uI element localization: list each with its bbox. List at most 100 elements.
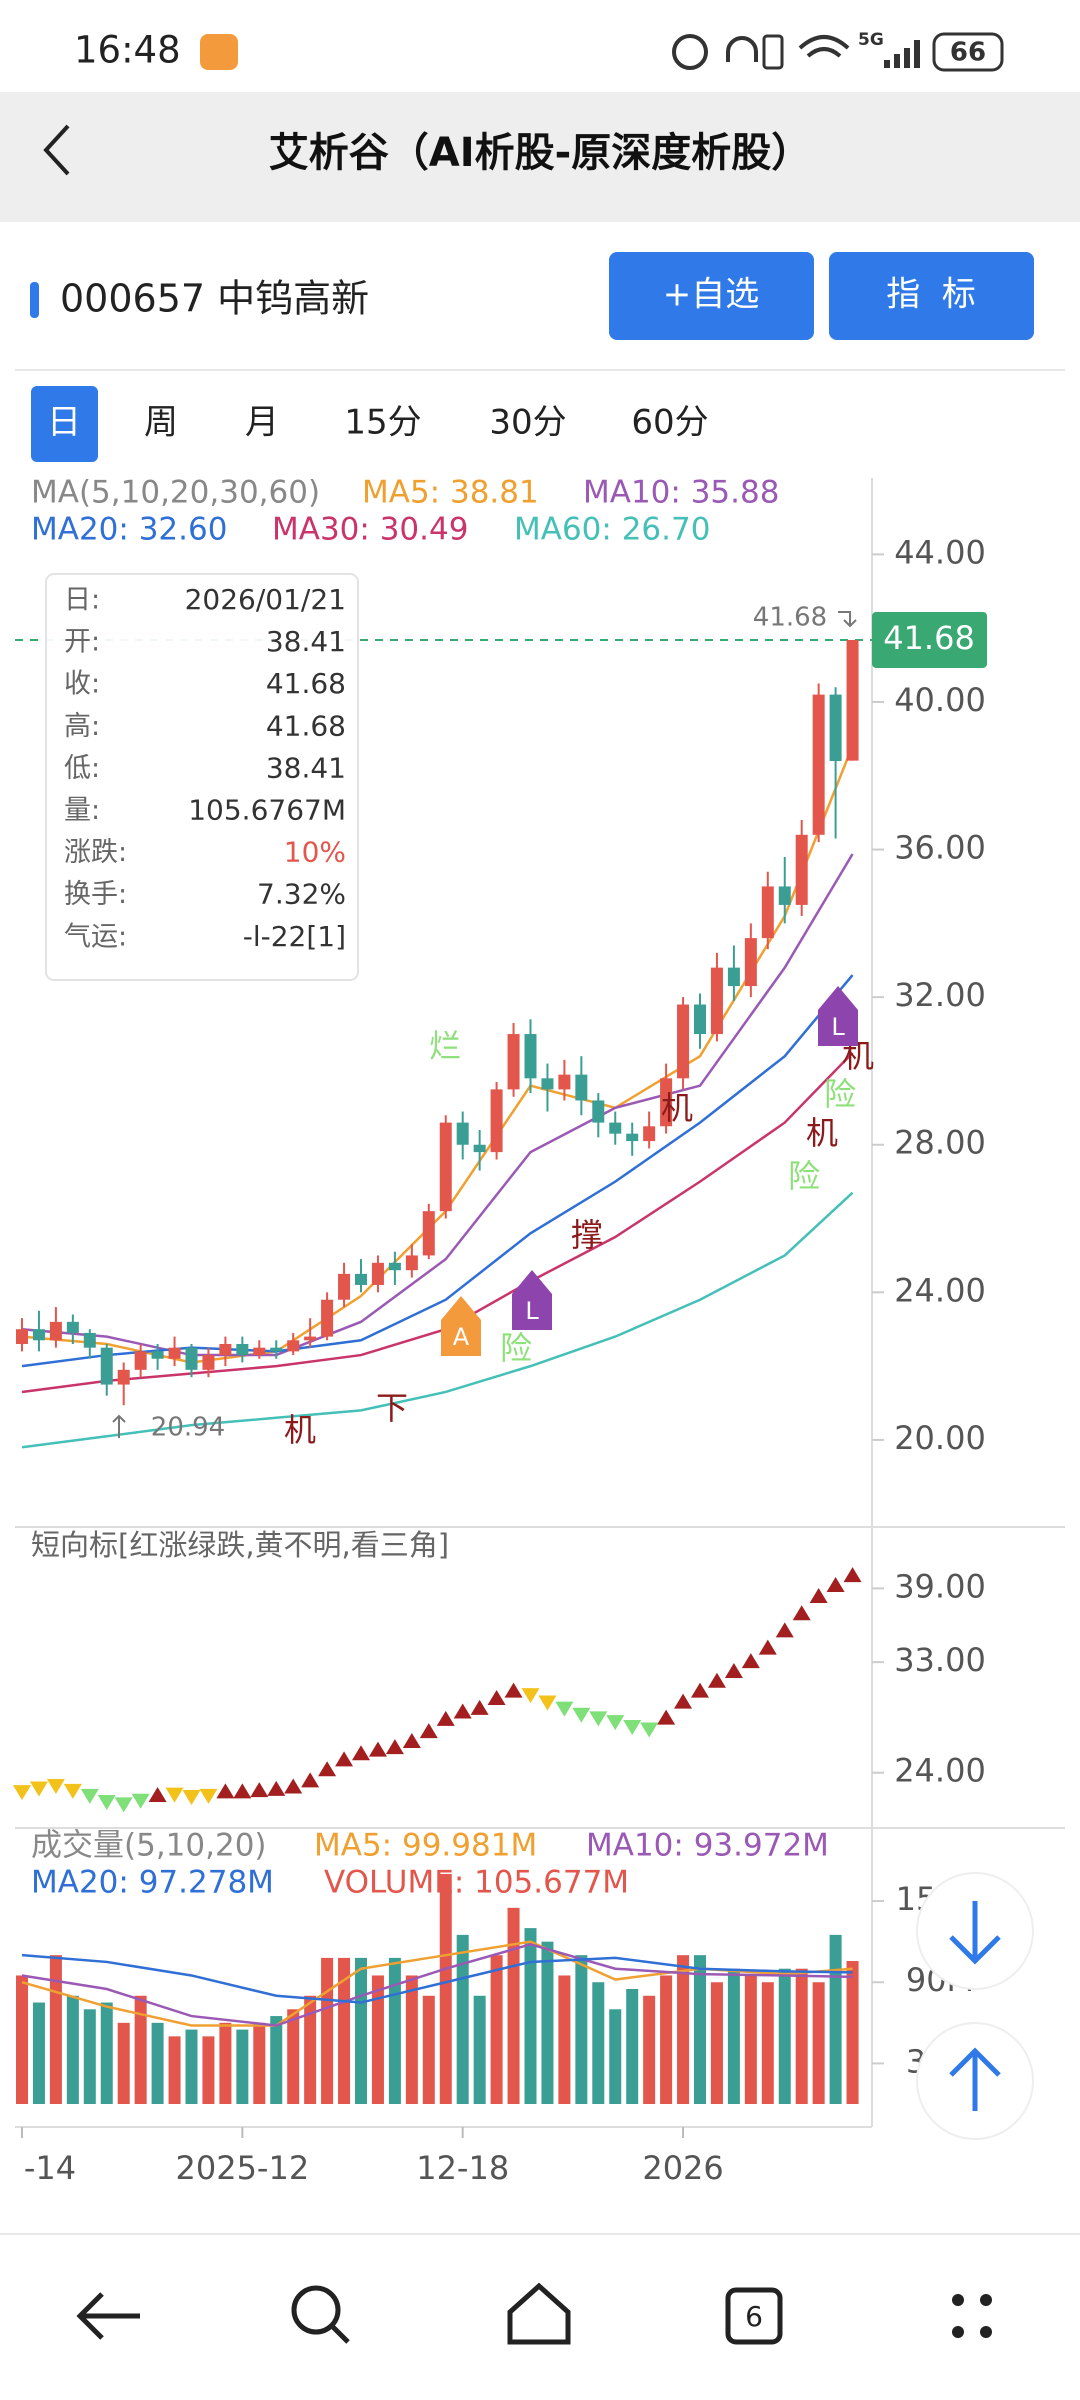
oscillator-marker [623, 1720, 642, 1736]
add-watchlist-button[interactable] [609, 252, 814, 340]
oscillator-marker [199, 1788, 218, 1804]
oscillator-marker [80, 1788, 99, 1804]
oscillator-marker [385, 1739, 404, 1755]
indicator-label[interactable]: 指 标 [886, 275, 976, 315]
oscillator-marker [555, 1701, 574, 1717]
volume-bar [744, 1975, 757, 2104]
y-tick-label: 24.00 [894, 1752, 986, 1790]
tab[interactable]: 日 [47, 403, 81, 443]
ma-legend: MA60: 26.70 [514, 512, 710, 548]
candle-body [83, 1332, 96, 1348]
oscillator-marker [538, 1695, 557, 1711]
candle-body [541, 1078, 554, 1090]
candle-body [524, 1034, 537, 1079]
candle-body [405, 1255, 418, 1271]
volume-legend: MA20: 97.278M [31, 1865, 274, 1901]
tab[interactable]: 30分 [489, 403, 566, 443]
signal-badge [441, 1296, 481, 1356]
y-tick-label: 32.00 [894, 976, 986, 1014]
tab[interactable]: 60分 [631, 403, 708, 443]
tab-active-bg[interactable] [31, 386, 98, 462]
volume-bar [575, 1955, 588, 2104]
candle-body [49, 1321, 62, 1341]
oscillator-marker [216, 1783, 235, 1799]
annotation: 机 [661, 1089, 693, 1127]
volume-bar [185, 2029, 198, 2104]
nav-search[interactable] [291, 2285, 350, 2344]
oscillator-marker [657, 1709, 676, 1725]
status-bar [0, 0, 1080, 92]
oscillator-marker [63, 1783, 82, 1799]
nav-menu[interactable] [952, 2294, 992, 2338]
candle-body [236, 1343, 249, 1356]
high-arrow [838, 611, 857, 628]
oscillator-marker [46, 1779, 65, 1794]
panel-title: 短向标[红涨绿跌,黄不明,看三角] [31, 1528, 449, 1562]
info-label: 收: [64, 669, 100, 700]
volume-bar [236, 2029, 249, 2104]
candle-body [321, 1299, 334, 1337]
ma-legend: MA(5,10,20,30,60) [31, 475, 320, 511]
oscillator-marker [13, 1785, 31, 1801]
volume-bar [304, 1995, 317, 2104]
candle-body [761, 886, 774, 939]
signal-icon [884, 40, 920, 68]
ma-line [21, 1051, 854, 1394]
tab[interactable]: 周 [144, 403, 178, 443]
tab[interactable]: 月 [245, 403, 279, 443]
header [0, 92, 1080, 222]
volume-bar [660, 1975, 673, 2104]
oscillator-marker [182, 1790, 201, 1806]
candle-body [558, 1074, 571, 1090]
candle-body [422, 1211, 435, 1256]
battery-level: 66 [950, 38, 986, 68]
y-tick-label: 40.00 [894, 681, 986, 719]
oscillator-marker [640, 1722, 659, 1738]
annotation: 机 [806, 1114, 838, 1152]
nav-home[interactable] [507, 2282, 571, 2345]
candle-body [490, 1089, 503, 1153]
info-label: 低: [64, 753, 100, 784]
info-value: 38.41 [266, 751, 346, 784]
candle-body [355, 1273, 367, 1285]
volume-bar [134, 1995, 147, 2104]
nav-back[interactable] [76, 2292, 140, 2340]
nav-tab-count[interactable]: 6 [745, 2300, 763, 2333]
volume-bar [405, 1975, 418, 2104]
candle-body [727, 967, 740, 987]
back-button[interactable] [43, 124, 70, 176]
oscillator-marker [335, 1751, 354, 1767]
y-tick-label: 36.00 [894, 829, 986, 867]
page-title: 艾析谷（AI析股-原深度析股） [269, 130, 811, 176]
candle-body [151, 1351, 164, 1359]
candle-body [744, 938, 757, 987]
volume-bar [727, 1968, 740, 2104]
volume-bar [422, 1995, 435, 2104]
y-tick-label: 20.00 [894, 1419, 986, 1457]
tab[interactable]: 15分 [344, 403, 421, 443]
y-tick-label: 44.00 [894, 533, 986, 571]
nav-tabs[interactable] [725, 2287, 783, 2345]
scroll-down-icon[interactable] [949, 2047, 1001, 2111]
oscillator-marker [97, 1794, 116, 1810]
volume-bar [439, 1874, 452, 2104]
alarm-icon [672, 34, 708, 70]
clock: 16:48 [74, 29, 181, 72]
volume-legend: MA5: 99.981M [314, 1828, 537, 1864]
indicator-button[interactable] [829, 252, 1034, 340]
volume-bar [388, 1957, 401, 2104]
scroll-up-icon[interactable] [949, 1901, 1001, 1965]
oscillator-marker [487, 1690, 506, 1705]
add-watchlist-label[interactable]: +自选 [663, 275, 760, 315]
oscillator-marker [724, 1662, 743, 1678]
phone-battery-icon [762, 34, 784, 70]
oscillator-marker [521, 1688, 540, 1704]
candle-body [16, 1329, 28, 1344]
oscillator-marker [436, 1710, 455, 1726]
oscillator-marker [826, 1576, 845, 1592]
volume-bar [202, 2036, 215, 2104]
volume-bar [677, 1955, 690, 2104]
battery-icon [932, 32, 1004, 72]
volume-bar [253, 2022, 266, 2104]
